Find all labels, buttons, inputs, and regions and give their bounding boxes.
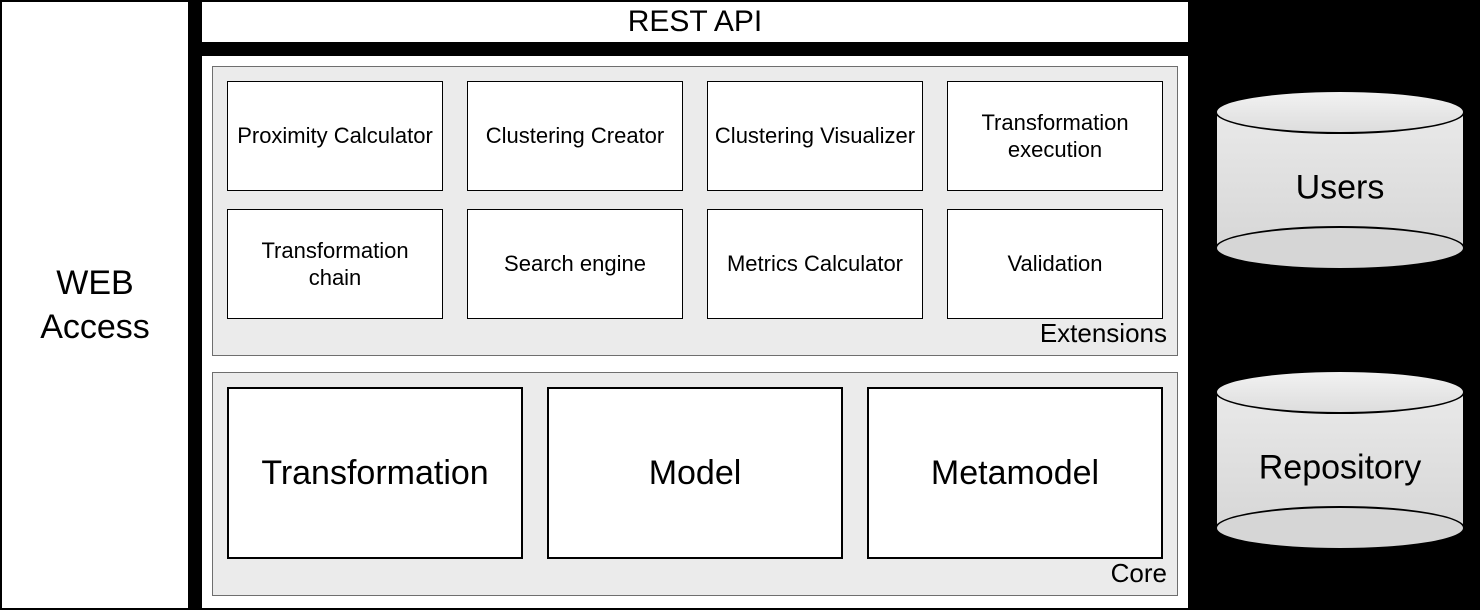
cylinder-top bbox=[1215, 90, 1465, 134]
core-grid: Transformation Model Metamodel bbox=[227, 387, 1163, 559]
extensions-grid: Proximity Calculator Clustering Creator … bbox=[227, 81, 1163, 319]
ext-clustering-creator: Clustering Creator bbox=[467, 81, 683, 191]
core-label: Core bbox=[1111, 558, 1167, 589]
extensions-panel: Proximity Calculator Clustering Creator … bbox=[212, 66, 1178, 356]
web-access-label: WEBAccess bbox=[40, 261, 150, 349]
ext-validation: Validation bbox=[947, 209, 1163, 319]
ext-transformation-chain: Transformation chain bbox=[227, 209, 443, 319]
cylinder-users-label: Users bbox=[1215, 168, 1465, 207]
ext-search-engine: Search engine bbox=[467, 209, 683, 319]
cylinder-bottom bbox=[1215, 226, 1465, 270]
extensions-label: Extensions bbox=[1040, 318, 1167, 349]
ext-metrics-calculator: Metrics Calculator bbox=[707, 209, 923, 319]
rest-api-label: REST API bbox=[628, 5, 763, 39]
cylinder-repository-label: Repository bbox=[1215, 448, 1465, 487]
web-access-block: WEBAccess bbox=[0, 0, 190, 610]
core-metamodel: Metamodel bbox=[867, 387, 1163, 559]
main-body: Proximity Calculator Clustering Creator … bbox=[200, 54, 1190, 610]
ext-proximity-calculator: Proximity Calculator bbox=[227, 81, 443, 191]
ext-transformation-execution: Transformation execution bbox=[947, 81, 1163, 191]
cylinder-bottom bbox=[1215, 506, 1465, 550]
cylinder-top bbox=[1215, 370, 1465, 414]
core-panel: Transformation Model Metamodel Core bbox=[212, 372, 1178, 596]
cylinder-users: Users bbox=[1215, 90, 1465, 270]
core-transformation: Transformation bbox=[227, 387, 523, 559]
ext-clustering-visualizer: Clustering Visualizer bbox=[707, 81, 923, 191]
core-model: Model bbox=[547, 387, 843, 559]
rest-api-block: REST API bbox=[200, 0, 1190, 44]
cylinder-repository: Repository bbox=[1215, 370, 1465, 550]
